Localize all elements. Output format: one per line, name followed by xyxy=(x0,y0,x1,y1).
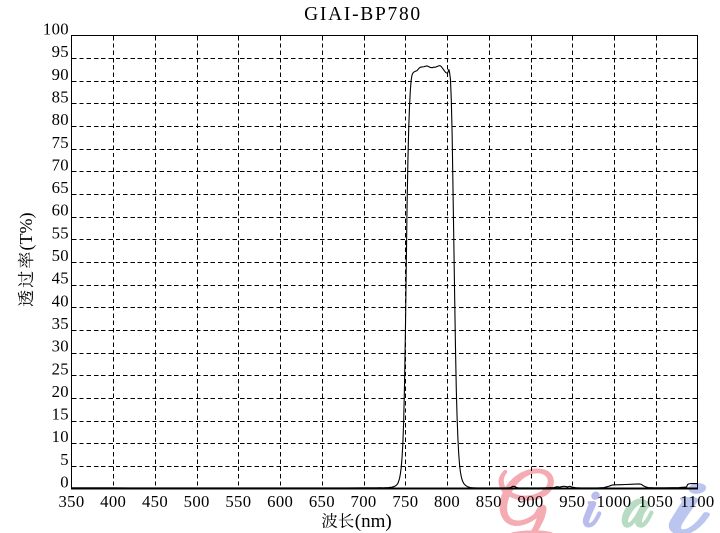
y-tick-label: 15 xyxy=(52,405,69,424)
y-tick-label: 35 xyxy=(52,314,69,333)
plot-border xyxy=(71,35,698,490)
x-tick-label: 450 xyxy=(142,492,168,511)
transmission-curve xyxy=(70,65,699,489)
x-tick-label: 1000 xyxy=(597,492,632,511)
x-tick-label: 400 xyxy=(100,492,126,511)
x-axis-label-glyph xyxy=(321,513,338,529)
x-tick-label: 1100 xyxy=(680,492,714,511)
y-tick-label: 40 xyxy=(52,291,69,310)
x-tick-label: 500 xyxy=(184,492,210,511)
x-tick-label: 650 xyxy=(309,492,335,511)
x-axis-label-text: (nm) xyxy=(355,511,392,532)
y-tick-label: 50 xyxy=(52,246,69,265)
y-tick-label: 75 xyxy=(52,133,69,152)
chart-title: GIAI-BP780 xyxy=(304,4,422,25)
x-tick-label: 700 xyxy=(351,492,377,511)
x-tick-label: 950 xyxy=(559,492,585,511)
y-tick-label: 0 xyxy=(60,473,69,492)
y-tick-label: 90 xyxy=(52,65,69,84)
x-tick-label: 850 xyxy=(476,492,502,511)
y-axis-label-glyph xyxy=(17,252,34,268)
y-tick-labels: 0 5 10 15 20 25 30 35 40 45 50 55 60 65 70 75 80 85 90 95 10… xyxy=(43,20,69,492)
watermark-letter xyxy=(621,498,654,528)
grid-horizontal xyxy=(72,58,697,467)
y-tick-label: 30 xyxy=(52,337,69,356)
y-tick-label: 20 xyxy=(52,382,69,401)
y-tick-label: 10 xyxy=(52,427,69,446)
y-axis-label-glyph xyxy=(17,271,34,288)
y-tick-label: 80 xyxy=(52,110,69,129)
grid-lines xyxy=(72,36,697,488)
x-tick-label: 900 xyxy=(518,492,544,511)
y-tick-label: 25 xyxy=(52,359,69,378)
watermark-letter xyxy=(668,482,710,533)
x-tick-label: 1050 xyxy=(638,492,673,511)
x-axis-label: (nm) xyxy=(321,511,392,532)
y-axis-label: (T%) xyxy=(16,213,37,307)
x-tick-label: 550 xyxy=(225,492,251,511)
watermark-letter xyxy=(582,491,602,528)
y-tick-label: 70 xyxy=(52,155,69,174)
y-tick-label: 85 xyxy=(52,87,69,106)
y-tick-label: 65 xyxy=(52,178,69,197)
grid-vertical xyxy=(113,36,657,488)
y-tick-label: 95 xyxy=(52,42,69,61)
y-tick-label: 60 xyxy=(52,201,69,220)
x-tick-label: 350 xyxy=(58,492,84,511)
x-tick-labels: 350 400 450 500 550 600 650 700 750 800 850 900 950 1… xyxy=(58,492,714,511)
x-axis-label-glyph xyxy=(338,513,354,529)
y-axis-label-text: (T%) xyxy=(16,213,37,251)
x-tick-label: 600 xyxy=(267,492,293,511)
y-axis-label-glyph xyxy=(17,290,34,307)
x-tick-label: 750 xyxy=(392,492,418,511)
y-tick-label: 100 xyxy=(43,20,69,39)
y-tick-label: 55 xyxy=(52,223,69,242)
x-tick-label: 800 xyxy=(434,492,460,511)
axis-frame xyxy=(71,35,698,489)
y-tick-label: 5 xyxy=(60,450,69,469)
y-tick-label: 45 xyxy=(52,269,69,288)
